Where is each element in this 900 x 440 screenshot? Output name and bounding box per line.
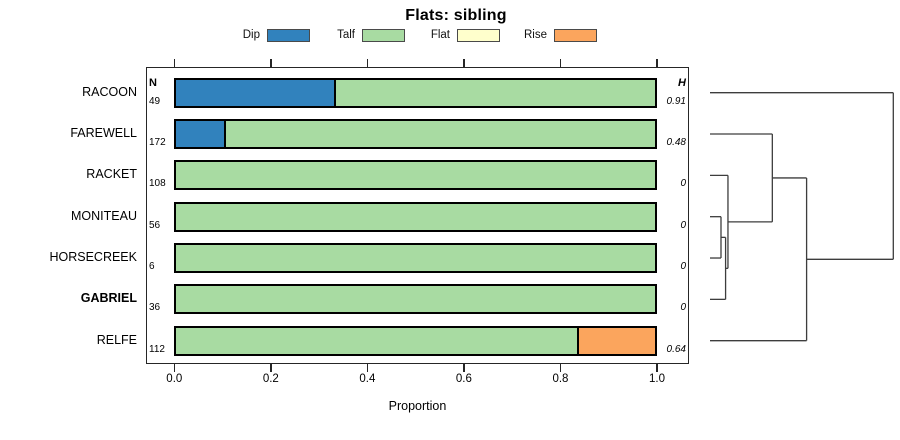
h-value: 0: [680, 178, 686, 190]
legend-label: Rise: [523, 29, 547, 41]
h-value: 0.64: [666, 343, 686, 355]
bar-segment-talf: [176, 245, 655, 272]
h-value: 0: [680, 261, 686, 273]
bar-segment-dip: [176, 121, 224, 148]
x-axis-tick-bottom: [656, 364, 658, 372]
row-label-horsecreek: HORSECREEK: [49, 250, 137, 265]
x-axis-tick-label: 0.4: [359, 373, 376, 385]
x-axis-tick-bottom: [173, 364, 175, 372]
bar-segment-talf: [176, 162, 655, 189]
legend-label: Talf: [337, 29, 355, 41]
legend-item-flat: Flat: [380, 28, 500, 42]
legend-label: Dip: [242, 29, 260, 41]
h-value: 0: [680, 219, 686, 231]
bar-segment-talf: [176, 327, 577, 354]
bar-farewell: [174, 119, 657, 150]
x-axis-tick-label: 0.6: [455, 373, 472, 385]
plot-frame: [146, 67, 689, 364]
n-value: 172: [149, 137, 166, 149]
row-label-moniteau: MONITEAU: [71, 208, 137, 223]
bar-racoon: [174, 77, 657, 108]
n-value: 6: [149, 261, 155, 273]
x-axis-tick-top: [366, 59, 369, 67]
x-axis-tick-top: [463, 59, 465, 67]
row-label-gabriel: GABRIEL: [80, 291, 137, 306]
n-value: 49: [149, 95, 161, 107]
n-column-header: N: [149, 77, 157, 89]
n-value: 112: [149, 343, 165, 355]
x-axis-tick-label: 0.0: [166, 373, 183, 385]
row-label-racket: RACKET: [86, 167, 137, 182]
h-value: 0.91: [666, 95, 686, 107]
legend-swatch-flat-icon: [457, 28, 500, 42]
bar-gabriel: [174, 284, 657, 315]
x-axis-tick-bottom: [270, 364, 272, 372]
x-axis-tick-top: [270, 59, 272, 67]
bar-relfe: [174, 325, 657, 356]
legend-item-talf: Talf: [285, 28, 405, 42]
bar-moniteau: [174, 201, 657, 232]
chart-title: Flats: sibling: [405, 7, 507, 24]
n-value: 56: [149, 219, 161, 231]
bar-segment-talf: [176, 203, 655, 230]
h-value: 0.48: [666, 137, 686, 149]
legend-label: Flat: [430, 29, 450, 41]
h-value: 0: [680, 302, 686, 314]
n-value: 36: [149, 302, 161, 314]
x-axis-tick-bottom: [559, 364, 562, 372]
bar-segment-talf: [176, 286, 655, 313]
x-axis-tick-label: 1.0: [649, 373, 665, 385]
row-label-racoon: RACOON: [82, 84, 137, 99]
legend-swatch-rise-icon: [554, 28, 597, 42]
x-axis-tick-label: 0.2: [262, 373, 279, 385]
n-value: 108: [149, 178, 166, 190]
bar-segment-rise: [576, 327, 655, 354]
x-axis-label: Proportion: [388, 399, 447, 413]
bar-segment-talf: [223, 121, 655, 148]
x-axis-tick-top: [559, 59, 562, 67]
bar-segment-talf: [333, 79, 655, 106]
bar-horsecreek: [174, 243, 657, 274]
legend-item-dip: Dip: [190, 28, 310, 42]
x-axis-tick-bottom: [366, 364, 369, 372]
bar-segment-dip: [176, 79, 334, 106]
h-column-header: H: [678, 77, 686, 89]
legend-item-rise: Rise: [477, 28, 597, 42]
legend-swatch-dip-icon: [267, 28, 310, 42]
x-axis-tick-top: [656, 59, 658, 67]
x-axis-tick-top: [173, 59, 175, 67]
legend-swatch-talf-icon: [362, 28, 405, 42]
row-label-farewell: FAREWELL: [70, 126, 137, 141]
x-axis-tick-bottom: [463, 364, 465, 372]
row-label-relfe: RELFE: [96, 332, 137, 347]
bar-racket: [174, 160, 657, 191]
x-axis-tick-label: 0.8: [552, 373, 569, 385]
